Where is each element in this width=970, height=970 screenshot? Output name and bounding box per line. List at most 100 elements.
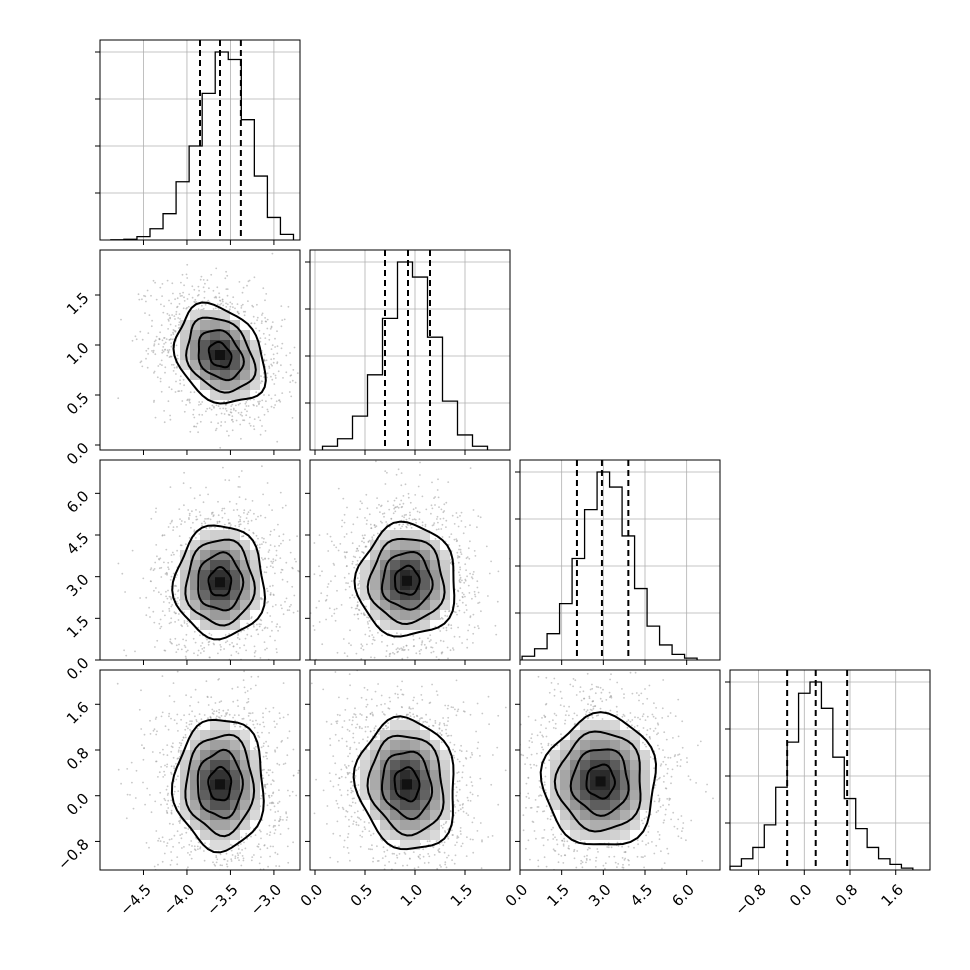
sample-point — [246, 633, 249, 636]
sample-point — [447, 481, 450, 483]
sample-point — [604, 872, 606, 874]
sample-point — [419, 857, 421, 860]
density-cell — [640, 790, 650, 800]
sample-point — [215, 874, 217, 876]
sample-point — [207, 717, 209, 719]
sample-point — [669, 712, 672, 714]
sample-point — [153, 568, 156, 570]
sample-point — [564, 722, 566, 725]
contour-level — [585, 763, 616, 800]
sample-point — [167, 807, 170, 809]
sample-point — [537, 806, 540, 808]
sample-point — [400, 647, 403, 650]
sample-point — [430, 672, 432, 674]
sample-point — [662, 804, 664, 807]
y-tick-label: −0.8 — [54, 835, 92, 873]
density-cell — [240, 570, 250, 580]
sample-point — [343, 652, 346, 654]
sample-point — [160, 390, 163, 393]
sample-point — [332, 832, 335, 835]
sample-point — [657, 744, 659, 747]
sample-point — [183, 471, 186, 474]
sample-point — [353, 713, 355, 715]
density-cell — [420, 790, 430, 800]
sample-point — [435, 642, 438, 644]
sample-point — [418, 637, 421, 640]
sample-point — [158, 558, 160, 560]
sample-point — [722, 745, 724, 747]
sample-point — [455, 538, 458, 540]
density-cell — [380, 580, 390, 590]
sample-point — [157, 863, 159, 866]
sample-point — [456, 758, 459, 761]
sample-point — [354, 556, 357, 559]
sample-point — [166, 754, 169, 757]
sample-point — [393, 527, 396, 530]
sample-point — [362, 738, 364, 741]
sample-point — [517, 764, 519, 766]
density-cell — [240, 750, 250, 760]
sample-point — [359, 834, 362, 837]
sample-point — [435, 528, 438, 531]
sample-point — [183, 410, 186, 413]
sample-point — [490, 560, 492, 563]
sample-point — [668, 799, 671, 801]
sample-point — [640, 856, 643, 858]
sample-point — [134, 650, 136, 653]
sample-point — [557, 853, 560, 856]
sample-point — [407, 649, 410, 651]
sample-point — [459, 548, 462, 551]
sample-point — [301, 514, 303, 516]
sample-point — [348, 719, 351, 721]
density-cell — [400, 550, 410, 560]
sample-point — [237, 844, 240, 847]
sample-point — [172, 292, 174, 295]
sample-point — [293, 765, 295, 767]
sample-point — [166, 842, 169, 844]
sample-point — [236, 699, 239, 702]
sample-point — [270, 921, 272, 923]
sample-point — [142, 781, 144, 784]
sample-point — [459, 804, 461, 806]
sample-point — [203, 520, 206, 523]
density-cell — [610, 740, 620, 750]
sample-point — [645, 665, 647, 667]
sample-point — [321, 643, 324, 646]
sample-point — [232, 645, 235, 648]
sample-point — [474, 593, 476, 596]
sample-point — [667, 852, 670, 855]
sample-point — [162, 311, 165, 314]
sample-point — [318, 565, 320, 568]
sample-point — [344, 709, 347, 711]
sample-point — [182, 482, 185, 485]
sample-point — [274, 604, 277, 606]
sample-point — [415, 714, 418, 717]
sample-point — [385, 725, 387, 727]
panel-frame — [99, 669, 301, 871]
density-cell — [570, 810, 580, 820]
sample-point — [245, 517, 248, 519]
sample-point — [467, 814, 470, 816]
density-cell — [200, 310, 210, 320]
sample-point — [402, 646, 405, 648]
sample-point — [329, 535, 332, 538]
sample-point — [221, 864, 224, 867]
sample-point — [274, 639, 276, 642]
sample-point — [623, 715, 626, 717]
sample-point — [276, 746, 279, 749]
sample-point — [144, 312, 146, 314]
sample-point — [223, 413, 226, 415]
sample-point — [255, 745, 257, 748]
sample-point — [472, 509, 475, 511]
sample-point — [673, 825, 676, 828]
sample-point — [285, 696, 287, 698]
sample-point — [238, 638, 241, 641]
sample-point — [267, 745, 270, 748]
sample-point — [249, 719, 252, 721]
sample-point — [207, 493, 210, 496]
sample-point — [443, 841, 446, 844]
sample-point — [553, 602, 555, 604]
sample-point — [278, 535, 281, 538]
sample-point — [366, 519, 368, 522]
sample-point — [690, 819, 693, 822]
